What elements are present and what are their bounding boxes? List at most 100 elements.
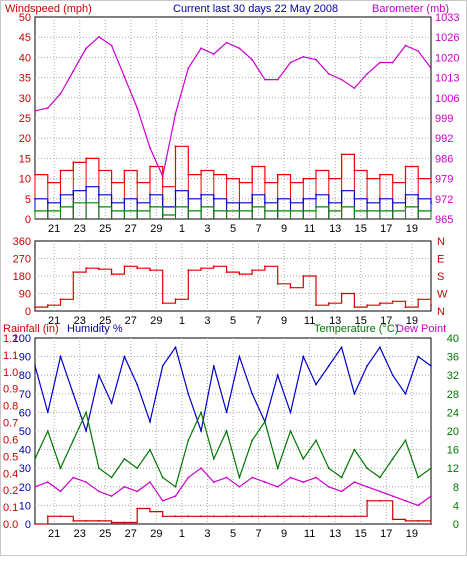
- humidity-line-point: [72, 392, 75, 395]
- temperature-line-point: [98, 467, 100, 470]
- rainfall-line-point: [98, 520, 100, 522]
- wind-gust-line-point: [264, 181, 266, 184]
- temperature-line-point: [327, 467, 330, 470]
- wind-barometer-panel: 0510152025303540455096597297998699299910…: [19, 12, 460, 235]
- wind-direction-line-point: [289, 286, 292, 289]
- temperature-line-point: [136, 467, 139, 470]
- humidity-y-tick-label: 90: [19, 352, 31, 364]
- humidity-line-point: [212, 365, 215, 367]
- rainfall-line-point: [404, 520, 407, 522]
- barometer-line-point: [85, 47, 87, 50]
- rainfall-line-point: [430, 523, 432, 525]
- temperature-line-point: [110, 476, 113, 479]
- wind-gust-line-point: [276, 173, 279, 176]
- wind-gust-line-point: [200, 169, 203, 172]
- temperature-line-point: [34, 458, 36, 460]
- wind-gust-line-point: [161, 185, 164, 188]
- wind-direction-line-point: [251, 269, 254, 272]
- wind-direction-line-point: [149, 269, 151, 272]
- wind-x-tick-label: 13: [329, 223, 341, 235]
- wind-gust-line-point: [340, 153, 343, 156]
- wind-x-tick-label: 3: [204, 223, 210, 235]
- compass-tick-label: S: [437, 271, 444, 283]
- wind-low-line-point: [149, 206, 151, 208]
- direction-x-tick-label: 23: [74, 315, 86, 327]
- wind-gust-line-point: [85, 157, 87, 160]
- rainfall-line-point: [110, 521, 113, 524]
- barometer-line-point: [136, 107, 139, 109]
- dewpoint-line-point: [340, 490, 343, 493]
- humidity-line-point: [98, 374, 100, 377]
- barometer-line-point: [46, 107, 49, 109]
- climate-x-tick-label: 17: [380, 528, 392, 540]
- wind-low-line-point: [340, 206, 343, 208]
- humidity-line-point: [404, 392, 407, 395]
- barometer-axis-title: Barometer (mb): [372, 3, 449, 15]
- wind-average-line-point: [212, 197, 215, 200]
- dewpoint-line-point: [430, 495, 432, 497]
- temperature-line-point: [340, 476, 343, 479]
- wind-average-line-point: [174, 189, 177, 192]
- wind-x-tick-label: 21: [48, 223, 60, 235]
- temperature-line-point: [161, 476, 164, 479]
- rainfall-line-point: [59, 515, 62, 518]
- direction-x-tick-label: 15: [355, 315, 367, 327]
- rainfall-line-point: [327, 515, 330, 518]
- humidity-line-point: [34, 365, 36, 367]
- wind-y-tick-label: 50: [19, 12, 31, 24]
- humidity-line-point: [353, 392, 356, 395]
- wind-direction-line-point: [264, 265, 266, 268]
- barometer-line-point: [238, 47, 241, 50]
- temperature-line-point: [59, 467, 62, 470]
- rainfall-line-point: [174, 515, 177, 518]
- wind-average-line-point: [289, 201, 292, 204]
- wind-average-line-point: [238, 201, 241, 204]
- wind-x-tick-label: 17: [380, 223, 392, 235]
- wind-direction-line-point: [212, 265, 215, 268]
- wind-average-line-point: [302, 197, 305, 200]
- wind-low-line-point: [251, 206, 254, 208]
- humidity-line-point: [276, 374, 279, 377]
- wind-x-tick-label: 15: [355, 223, 367, 235]
- humidity-line-point: [251, 392, 254, 395]
- wind-gust-line-point: [315, 169, 317, 172]
- wind-low-line-point: [161, 214, 164, 216]
- rain-y-tick-label: 0.7: [3, 418, 18, 430]
- direction-x-tick-label: 1: [179, 315, 185, 327]
- climate-x-tick-label: 13: [329, 528, 341, 540]
- humidity-line: [34, 345, 432, 434]
- dewpoint-line-point: [379, 490, 381, 493]
- barometer-line-point: [276, 78, 279, 81]
- wind-gust-line-point: [302, 177, 305, 180]
- rainfall-line-point: [251, 515, 254, 518]
- wind-gust-line: [35, 145, 432, 188]
- temperature-line-point: [174, 485, 177, 488]
- humidity-y-tick-label: 20: [19, 482, 31, 494]
- temperature-line-point: [289, 430, 292, 432]
- temperature-y-tick-label: 16: [447, 445, 459, 457]
- direction-x-tick-label: 11: [304, 315, 315, 327]
- temperature-y-tick-label: 28: [447, 389, 459, 401]
- wind-direction-line-point: [430, 304, 432, 307]
- temperature-line-point: [123, 458, 126, 460]
- humidity-line-point: [315, 383, 317, 386]
- temperature-line-point: [404, 439, 407, 442]
- barometer-line-point: [59, 92, 62, 95]
- rainfall-line-point: [212, 515, 215, 518]
- wind-gust-line-point: [59, 169, 62, 172]
- wind-average-line-point: [315, 193, 317, 196]
- rainfall-line-point: [136, 507, 139, 510]
- wind-direction-line-point: [379, 302, 381, 305]
- barometer-line-point: [417, 50, 420, 52]
- rainfall-line-point: [72, 520, 75, 522]
- barometer-y-tick-label: 965: [435, 214, 453, 226]
- temperature-line-point: [302, 458, 305, 460]
- rainfall-line-point: [264, 515, 266, 518]
- wind-low-line-point: [327, 210, 330, 212]
- wind-gust-line-point: [251, 165, 254, 168]
- rainfall-line-point: [200, 515, 203, 518]
- dewpoint-line-point: [238, 485, 241, 488]
- wind-y-tick-label: 25: [19, 113, 31, 125]
- wind-y-tick-label: 30: [19, 93, 31, 105]
- wind-x-tick-label: 29: [150, 223, 162, 235]
